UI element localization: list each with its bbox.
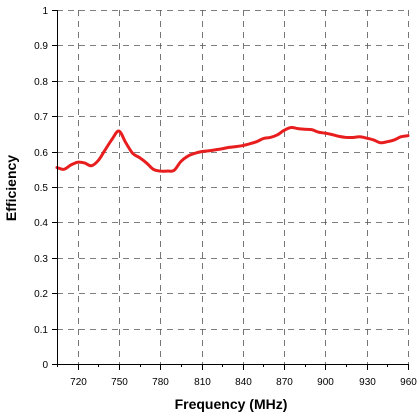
y-tick-label: 0.1	[34, 325, 48, 336]
y-tick-label: 0.7	[34, 112, 48, 123]
x-tick-label: 840	[235, 377, 252, 388]
x-tick-label: 870	[276, 377, 293, 388]
y-tick-label: 0.9	[34, 41, 48, 52]
y-tick-label: 1	[42, 6, 48, 17]
series-layer	[55, 125, 410, 173]
y-tick-label: 0.5	[34, 183, 48, 194]
x-tick-label: 750	[111, 377, 128, 388]
x-axis-title: Frequency (MHz)	[175, 396, 288, 412]
y-axis-title: Efficiency	[3, 155, 19, 221]
y-tick-label: 0	[42, 360, 48, 371]
tick-label-layer: 0 0.1 0.2 0.3 0.4 0.5 0.6 0.7 0.8 0.9 1 720 750 780 81…	[34, 6, 417, 388]
y-tick-label: 0.4	[34, 218, 48, 229]
x-tick-label: 810	[194, 377, 211, 388]
x-tick-label: 900	[317, 377, 334, 388]
x-tick-label: 930	[359, 377, 376, 388]
x-tick-label: 960	[400, 377, 417, 388]
y-tick-label: 0.6	[34, 148, 48, 159]
efficiency-series-line	[55, 125, 410, 173]
x-tick-label: 780	[152, 377, 169, 388]
x-tick-label: 720	[70, 377, 87, 388]
axis-layer	[52, 10, 409, 370]
y-tick-label: 0.3	[34, 254, 48, 265]
grid-layer	[57, 10, 409, 364]
y-tick-label: 0.2	[34, 289, 48, 300]
y-tick-label: 0.8	[34, 77, 48, 88]
